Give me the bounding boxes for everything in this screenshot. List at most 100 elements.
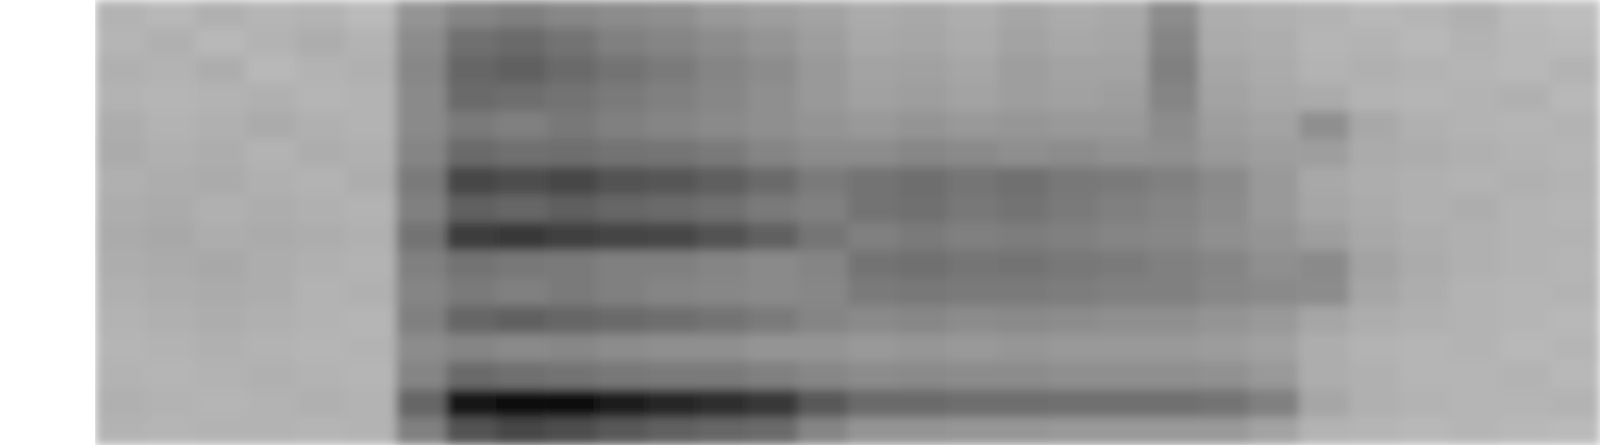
heat-cell <box>646 222 698 251</box>
heat-cell <box>1499 55 1551 84</box>
heat-cell <box>747 27 799 56</box>
heat-cell <box>1399 389 1450 417</box>
heat-cell <box>596 306 648 335</box>
heat-cell <box>296 306 347 335</box>
heat-cell <box>1048 222 1100 251</box>
heat-cell <box>296 361 347 390</box>
heat-cell <box>697 278 749 307</box>
heat-cell <box>747 166 799 195</box>
heat-cell <box>396 250 448 279</box>
heat-cell <box>1348 361 1400 390</box>
heat-cell <box>446 334 498 362</box>
heat-cell <box>847 416 899 445</box>
heat-cell <box>496 138 548 167</box>
heat-cell <box>396 138 448 167</box>
heat-cell <box>1198 83 1250 112</box>
heat-cell <box>1449 194 1501 223</box>
heat-cell <box>1449 166 1501 195</box>
heat-cell <box>446 111 498 140</box>
heat-cell <box>697 194 749 223</box>
heat-cell <box>1148 361 1200 390</box>
heat-cell <box>947 250 999 279</box>
heat-cell <box>1148 166 1200 195</box>
heat-cell <box>195 194 247 223</box>
heat-cell <box>296 250 347 279</box>
heat-cell <box>1248 166 1300 195</box>
heat-cell <box>596 389 648 417</box>
heat-cell <box>195 306 247 335</box>
heat-cell <box>245 194 297 223</box>
heat-cell <box>1048 334 1100 362</box>
heat-cell <box>1549 334 1600 362</box>
heat-cell <box>997 278 1049 307</box>
heat-cell <box>546 111 598 140</box>
heat-cell <box>697 334 749 362</box>
heat-cell <box>1148 0 1200 28</box>
heat-cell <box>646 306 698 335</box>
heat-cell <box>1348 111 1400 140</box>
heat-cell <box>847 27 899 56</box>
heat-cell <box>1549 222 1600 251</box>
heat-cell <box>245 0 297 28</box>
heat-cell <box>747 389 799 417</box>
heat-cell <box>95 166 146 195</box>
heat-cell <box>797 0 849 28</box>
heat-cell <box>997 27 1049 56</box>
heat-cell <box>1298 334 1350 362</box>
heat-cell <box>1048 111 1100 140</box>
heat-cell <box>997 111 1049 140</box>
heat-cell <box>1348 250 1400 279</box>
heat-cell <box>446 0 498 28</box>
heat-cell <box>997 222 1049 251</box>
heat-cell <box>596 416 648 445</box>
heat-cell <box>1348 222 1400 251</box>
heat-cell <box>1449 27 1501 56</box>
heat-cell <box>95 361 146 390</box>
heat-cell <box>245 27 297 56</box>
heat-cell <box>1399 0 1450 28</box>
heat-cell <box>1499 361 1551 390</box>
heat-cell <box>596 194 648 223</box>
heat-cell <box>697 166 749 195</box>
heat-cell <box>346 361 397 390</box>
heat-cell <box>346 278 397 307</box>
heat-cell <box>1098 278 1150 307</box>
heat-cell <box>1248 389 1300 417</box>
heat-cell <box>847 111 899 140</box>
heat-cell <box>1549 306 1600 335</box>
heat-cell <box>1298 250 1350 279</box>
heat-cell <box>296 389 347 417</box>
heat-cell <box>797 222 849 251</box>
heat-cell <box>1098 83 1150 112</box>
heat-cell <box>897 222 949 251</box>
heat-cell <box>747 306 799 335</box>
heat-cell <box>1399 27 1450 56</box>
heat-cell <box>1198 361 1250 390</box>
heat-cell <box>1148 416 1200 445</box>
heat-cell <box>1399 138 1450 167</box>
heat-cell <box>195 166 247 195</box>
heat-cell <box>296 166 347 195</box>
heat-cell <box>1098 222 1150 251</box>
heat-cell <box>1298 222 1350 251</box>
heat-cell <box>997 0 1049 28</box>
heat-cell <box>1298 0 1350 28</box>
heat-cell <box>897 0 949 28</box>
heat-cell <box>747 361 799 390</box>
heat-cell <box>546 416 598 445</box>
heat-cell <box>496 250 548 279</box>
heat-cell <box>95 389 146 417</box>
plot-area <box>95 0 1600 445</box>
heat-cell <box>1499 389 1551 417</box>
heat-cell <box>1048 83 1100 112</box>
heat-cell <box>947 111 999 140</box>
heat-cell <box>1198 138 1250 167</box>
heat-cell <box>1048 194 1100 223</box>
heat-cell <box>747 0 799 28</box>
heat-cell <box>1499 278 1551 307</box>
heat-cell <box>1098 55 1150 84</box>
heat-cell <box>296 194 347 223</box>
heat-cell <box>145 334 196 362</box>
heat-cell <box>245 83 297 112</box>
heat-cell <box>1298 111 1350 140</box>
